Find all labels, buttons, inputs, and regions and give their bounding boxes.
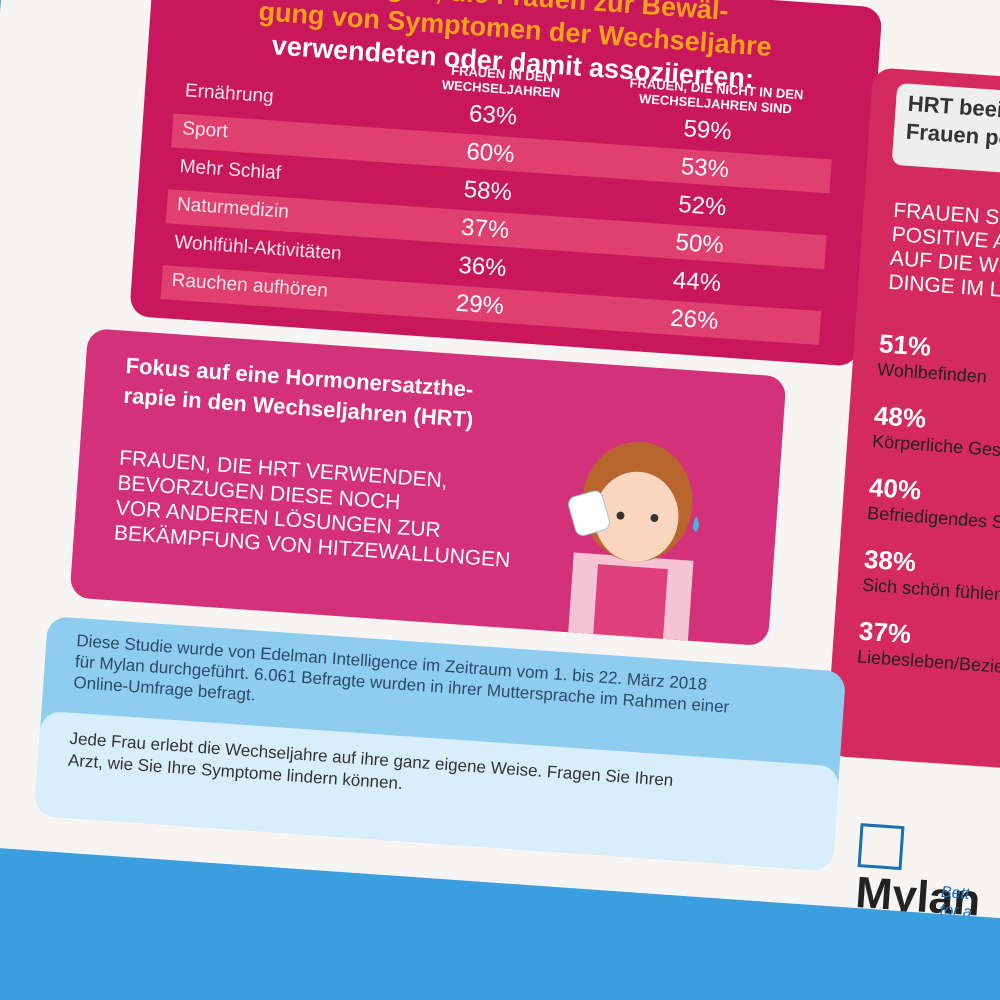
hrt-panel: Fokus auf eine Hormonersatzthe-rapie in … (69, 328, 787, 647)
right-title-line: Frauen po (905, 118, 1000, 152)
row-label: Naturmedizin (176, 193, 290, 223)
hrt-title: Fokus auf eine Hormonersatzthe-rapie in … (123, 351, 477, 435)
stat: 40% Befriedigendes Sexu (865, 472, 1000, 557)
stat: 48% Körperliche Gesun (870, 400, 1000, 485)
hrt-text: FRAUEN, DIE HRT VERWENDEN, BEVORZUGEN DIE… (113, 446, 516, 573)
tagline-line: Bett (940, 883, 970, 903)
note-text: Jede Frau erlebt die Wechseljahre auf ih… (67, 728, 674, 814)
row-value: 37% (460, 213, 511, 245)
row-label: Mehr Schlaf (179, 156, 282, 185)
row-value: 59% (682, 115, 733, 146)
row-value: 26% (669, 304, 720, 335)
poster: Lösungen, die Frauen zur Bewäl-gung von … (0, 0, 1000, 920)
row-value: 58% (462, 175, 513, 207)
row-label: Ernährung (184, 80, 275, 108)
tagline: Bett for a (939, 884, 973, 920)
row-value: 52% (677, 190, 728, 222)
row-value: 53% (680, 153, 730, 184)
row-value: 29% (454, 289, 505, 320)
row-label: Wohlfühl-Aktivitäten (173, 231, 343, 265)
illustration (568, 441, 699, 641)
row-value: 36% (457, 251, 508, 283)
row-value: 44% (672, 266, 722, 298)
stat: 37% Liebesleben/Beziehung (855, 616, 1000, 701)
row-value: 50% (674, 228, 725, 260)
table: FRAUEN IN DEN WECHSELJAHREN FRAUEN, DIE N… (159, 63, 854, 361)
tagline-line: for a (939, 901, 973, 920)
row-label: Sport (181, 118, 229, 143)
row-value: 60% (465, 138, 516, 169)
footer: Diese Studie wurde von Edelman Intellige… (34, 615, 847, 872)
right-intro: FRAUEN SEH POSITIVE AUS AUF DIE WICH DINGE … (888, 199, 1000, 305)
logo: Mylan (854, 818, 1000, 919)
table-panel: Lösungen, die Frauen zur Bewäl-gung von … (129, 0, 883, 367)
stat: 38% Sich schön fühlen (860, 544, 1000, 629)
stats: 51% Wohlbefinden 48% Körperliche Gesun 40% Be… (855, 328, 1000, 700)
row-label: Rauchen aufhören (171, 269, 329, 302)
row-value: 63% (468, 100, 519, 131)
right-title: HRT beein Frauen po (891, 82, 1000, 182)
